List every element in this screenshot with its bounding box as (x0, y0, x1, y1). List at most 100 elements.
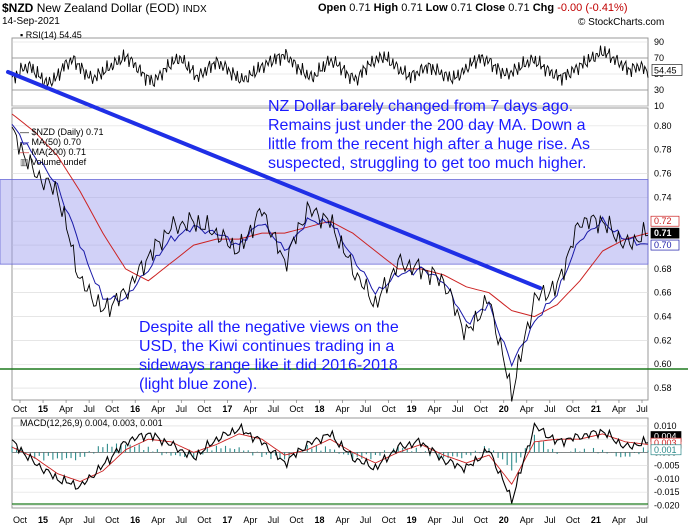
price-plot-area (11, 107, 649, 401)
x-tick-label: 16 (130, 404, 140, 414)
macd-last-value: 0.003 (654, 438, 677, 448)
x-tick-label: Jul (544, 404, 556, 414)
x-tick-label: Oct (289, 404, 304, 414)
x-tick-label: Jul (360, 515, 372, 525)
price-line (11, 126, 649, 402)
rsi-legend: ▪ RSI(14) 54.45 (20, 30, 82, 40)
x-tick-label: Apr (59, 404, 73, 414)
close-label: Close (475, 2, 506, 14)
x-tick-label: 19 (407, 404, 417, 414)
rsi-plot-area (11, 37, 649, 107)
open-label: Open (318, 2, 347, 14)
x-tick-label: Jul (636, 515, 648, 525)
legend-volume: ▥ Volume undef (20, 157, 87, 167)
price-last-tag (650, 239, 680, 251)
x-tick-label: Apr (336, 515, 350, 525)
macd-signal-line (11, 433, 649, 486)
x-tick-label: Oct (13, 515, 28, 525)
annotation-top: NZ Dollar barely changed from 7 days ago… (268, 97, 658, 173)
legend-price-text: $NZD (Daily) 0.71 (31, 127, 104, 137)
x-tick-label: Jul (360, 404, 372, 414)
close-value: 0.71 (508, 2, 530, 14)
macd-tick-label: -0.005 (654, 461, 680, 471)
x-tick-label: Apr (151, 404, 165, 414)
chart-header: $NZD New Zealand Dollar (EOD) INDX 14-Se… (0, 0, 700, 30)
x-tick-label: 21 (591, 404, 601, 414)
x-tick-label: Apr (336, 404, 350, 414)
rsi-last-value: 54.45 (654, 65, 677, 75)
macd-last-tag (650, 444, 682, 456)
x-tick-label: Oct (566, 515, 581, 525)
ohlc-readout: Open 0.71 High 0.71 Low 0.71 Close 0.71 … (318, 2, 628, 14)
annotation-top-line: suspected, struggling to get too much hi… (268, 155, 587, 172)
rsi-tick-label: 30 (654, 85, 664, 95)
macd-panel: 0.0100.0050.000-0.005-0.010-0.015-0.0200… (11, 417, 682, 510)
x-tick-label: 17 (222, 515, 232, 525)
rsi-legend-text: RSI(14) 54.45 (25, 30, 82, 40)
sideways-range-zone (0, 179, 649, 265)
exchange: INDX (182, 4, 207, 15)
price-tick-label: 0.78 (654, 145, 672, 155)
rsi-line (11, 45, 649, 88)
macd-tick-label: -0.015 (654, 487, 680, 497)
macd-legend: MACD(12,26,9) 0.004, 0.003, 0.001 (20, 418, 163, 428)
x-tick-label: Oct (289, 515, 304, 525)
macd-tick-label: 0.010 (654, 421, 677, 431)
price-panel: 0.58 0.60 0.62 0.64 0.66 0.68 0.70 0.72 0.74 0.76… (0, 70, 688, 402)
downtrend-line (6, 70, 542, 290)
x-tick-label: Apr (428, 404, 442, 414)
x-tick-label: 17 (222, 404, 232, 414)
x-tick-label: Oct (105, 515, 120, 525)
rsi-last-tag (651, 64, 683, 76)
x-tick-label: Apr (428, 515, 442, 525)
x-tick-label: Jul (452, 404, 464, 414)
legend-price: — $NZD (Daily) 0.71 (20, 127, 104, 137)
legend-ma50-text: MA(50) 0.70 (31, 137, 82, 147)
x-tick-label: Jul (176, 515, 188, 525)
annotation-top-line: Remains just under the 200 day MA. Down … (268, 117, 586, 134)
legend-ma200: — MA(200) 0.71 (20, 147, 87, 157)
rsi-tick-label: 10 (654, 101, 664, 111)
macd-legend-text: MACD(12,26,9) 0.004, 0.003, 0.001 (20, 418, 163, 428)
low-label: Low (425, 2, 448, 14)
x-tick-label: Apr (243, 404, 257, 414)
x-tick-label: Oct (474, 515, 489, 525)
x-tick-label: Apr (243, 515, 257, 525)
price-legend: — $NZD (Daily) 0.71 — MA(50) 0.70 — MA(2… (20, 127, 104, 167)
x-tick-label: Oct (105, 404, 120, 414)
annotation-bottom-line: sideways range like it did 2016-2018 (139, 357, 398, 374)
x-tick-label: 15 (38, 515, 48, 525)
high-label: High (373, 2, 399, 14)
price-tick-label: 0.58 (654, 383, 672, 393)
legend-volume-text: Volume undef (31, 157, 87, 167)
x-tick-label: 18 (314, 515, 324, 525)
x-tick-label: Apr (520, 404, 534, 414)
x-axis: Oct Oct 15 15 Apr Apr Jul Jul Oct Oct 16 16 Apr Apr Ju… (13, 400, 648, 525)
x-tick-label: 20 (499, 515, 509, 525)
x-tick-label: Oct (474, 404, 489, 414)
macd-last-value: 0.004 (654, 432, 677, 442)
x-tick-label: Apr (151, 515, 165, 525)
macd-line (11, 421, 649, 504)
price-tick-label: 0.80 (654, 121, 672, 131)
x-tick-label: Jul (176, 404, 188, 414)
price-tick-label: 0.60 (654, 359, 672, 369)
legend-ma200-text: MA(200) 0.71 (31, 147, 87, 157)
price-last-value: 0.70 (654, 240, 672, 250)
price-tick-label: 0.64 (654, 312, 672, 322)
x-tick-label: Apr (612, 515, 626, 525)
rsi-tick-label: 70 (654, 53, 664, 63)
x-tick-label: Oct (13, 404, 28, 414)
chart-date: 14-Sep-2021 (2, 16, 60, 27)
low-value: 0.71 (450, 2, 473, 14)
open-value: 0.71 (349, 2, 371, 14)
chart-title: $NZD New Zealand Dollar (EOD) INDX (2, 1, 207, 15)
x-tick-label: Jul (636, 404, 648, 414)
rsi-tick-label: 90 (654, 37, 664, 47)
macd-tick-label: -0.020 (654, 500, 680, 510)
chg-value: -0.00 (-0.41%) (557, 2, 628, 14)
price-last-value: 0.72 (654, 216, 672, 226)
price-tick-label: 0.66 (654, 288, 672, 298)
x-tick-label: 20 (499, 404, 509, 414)
price-last-tag (650, 215, 680, 227)
